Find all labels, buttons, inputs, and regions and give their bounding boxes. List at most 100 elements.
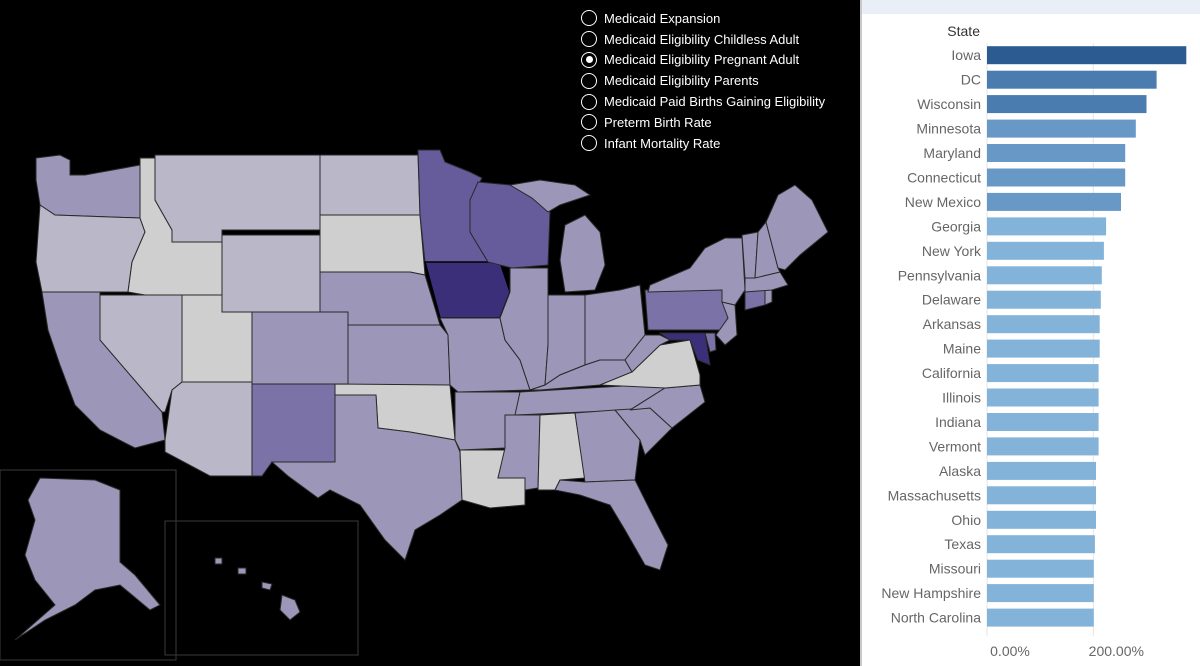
bar-new-hampshire[interactable] — [987, 584, 1094, 603]
bar-maine[interactable] — [987, 339, 1100, 358]
state-label: New Hampshire — [881, 585, 981, 601]
radio-unselected-icon[interactable] — [581, 114, 597, 131]
state-montana[interactable] — [154, 154, 321, 243]
state-label: Vermont — [929, 438, 981, 454]
state-kentucky[interactable] — [529, 359, 633, 391]
bar-iowa[interactable] — [987, 46, 1187, 65]
state-kansas[interactable] — [347, 324, 451, 386]
state-texas[interactable] — [270, 394, 463, 561]
state-label: Ohio — [951, 512, 981, 528]
state-oregon[interactable] — [35, 204, 146, 293]
measure-option-1[interactable]: Medicaid Expansion — [581, 8, 825, 29]
state-iowa[interactable] — [424, 261, 511, 319]
state-pennsylvania[interactable] — [644, 289, 729, 331]
measure-option-5[interactable]: Medicaid Paid Births Gaining Eligibility — [581, 91, 825, 112]
radio-selected-icon[interactable] — [581, 51, 597, 68]
state-washington[interactable] — [35, 154, 141, 219]
bar-pennsylvania[interactable] — [987, 266, 1102, 285]
state-label: Iowa — [951, 47, 981, 63]
state-label: Alaska — [939, 463, 981, 479]
state-colorado[interactable] — [251, 311, 349, 385]
state-label: North Carolina — [891, 610, 981, 626]
bar-indiana[interactable] — [987, 413, 1099, 431]
state-hawaii-big-island[interactable] — [279, 594, 301, 621]
bar-north-carolina[interactable] — [987, 608, 1094, 627]
state-label: Indiana — [935, 414, 981, 430]
state-hawaii-maui[interactable] — [261, 581, 273, 591]
measure-option-label: Medicaid Expansion — [604, 10, 721, 26]
bar-connecticut[interactable] — [987, 168, 1126, 187]
state-label: New Mexico — [905, 194, 981, 210]
bar-chart-panel: State Iowa DC Wisconsin Minnesota Maryland Co… — [862, 0, 1200, 666]
x-tick-label: 200.00% — [1089, 643, 1144, 659]
measure-option-label: Preterm Birth Rate — [604, 114, 712, 130]
state-bar-chart: State Iowa DC Wisconsin Minnesota Maryland Co… — [881, 23, 1187, 659]
bar-minnesota[interactable] — [987, 119, 1136, 138]
bar-massachusetts[interactable] — [987, 486, 1096, 505]
state-rhode-island[interactable] — [764, 289, 773, 306]
bar-missouri[interactable] — [987, 559, 1094, 578]
bar-new-mexico[interactable] — [987, 192, 1121, 211]
panel-divider — [860, 0, 862, 666]
radio-unselected-icon[interactable] — [581, 10, 597, 27]
bar-texas[interactable] — [987, 535, 1095, 554]
state-label: New York — [922, 243, 982, 259]
bar-illinois[interactable] — [987, 388, 1099, 407]
state-label: Illinois — [942, 390, 981, 406]
alaska-inset-frame — [0, 469, 177, 661]
state-alaska[interactable] — [14, 477, 161, 641]
bar-delaware[interactable] — [987, 290, 1101, 309]
state-label: Maine — [943, 341, 981, 357]
bar-arkansas[interactable] — [987, 315, 1100, 334]
radio-unselected-icon[interactable] — [581, 93, 597, 110]
state-new-hampshire[interactable] — [754, 220, 781, 279]
x-tick-label: 0.00% — [990, 643, 1030, 659]
state-label: Arkansas — [923, 316, 981, 332]
radio-unselected-icon[interactable] — [581, 135, 597, 152]
radio-unselected-icon[interactable] — [581, 31, 597, 48]
state-label: Delaware — [922, 292, 981, 308]
measure-option-7[interactable]: Infant Mortality Rate — [581, 133, 825, 154]
bar-california[interactable] — [987, 364, 1099, 383]
bar-wisconsin[interactable] — [987, 95, 1147, 114]
state-label: Georgia — [931, 218, 981, 234]
state-delaware[interactable] — [704, 332, 717, 353]
bar-vermont[interactable] — [987, 437, 1099, 456]
measure-option-6[interactable]: Preterm Birth Rate — [581, 112, 825, 133]
bar-new-york[interactable] — [987, 241, 1104, 260]
state-wyoming[interactable] — [221, 234, 321, 313]
bar-georgia[interactable] — [987, 217, 1107, 236]
radio-unselected-icon[interactable] — [581, 72, 597, 89]
state-connecticut[interactable] — [744, 289, 766, 311]
state-hawaii-kauai[interactable] — [214, 557, 223, 565]
measure-option-3[interactable]: Medicaid Eligibility Pregnant Adult — [581, 50, 825, 71]
state-maine[interactable] — [765, 184, 829, 271]
state-label: DC — [961, 72, 981, 88]
state-north-dakota[interactable] — [319, 154, 421, 216]
state-michigan-upper[interactable] — [508, 179, 592, 213]
state-arizona[interactable] — [164, 381, 253, 477]
measure-option-label: Medicaid Paid Births Gaining Eligibility — [604, 94, 826, 110]
measure-option-2[interactable]: Medicaid Eligibility Childless Adult — [581, 29, 825, 50]
state-hawaii-oahu[interactable] — [237, 567, 247, 575]
bar-dc[interactable] — [987, 70, 1157, 89]
map-panel: Medicaid Expansion Medicaid Eligibility C… — [0, 0, 860, 666]
hawaii-inset-frame — [164, 520, 359, 656]
bar-maryland[interactable] — [987, 144, 1126, 162]
state-label: Missouri — [929, 561, 981, 577]
state-label: California — [922, 365, 981, 381]
measure-option-label: Medicaid Eligibility Parents — [604, 73, 759, 89]
state-michigan[interactable] — [559, 214, 606, 293]
measure-option-4[interactable]: Medicaid Eligibility Parents — [581, 70, 825, 91]
state-florida[interactable] — [554, 479, 669, 571]
bar-alaska[interactable] — [987, 461, 1096, 480]
state-label: Connecticut — [907, 170, 981, 186]
bar-ohio[interactable] — [987, 510, 1096, 529]
state-south-dakota[interactable] — [319, 214, 426, 276]
state-label: Maryland — [923, 145, 981, 161]
state-georgia[interactable] — [574, 409, 641, 483]
state-label: Pennsylvania — [898, 267, 981, 283]
measure-option-label: Infant Mortality Rate — [604, 135, 721, 151]
measure-option-label: Medicaid Eligibility Pregnant Adult — [604, 52, 800, 68]
state-label: Minnesota — [916, 121, 981, 137]
